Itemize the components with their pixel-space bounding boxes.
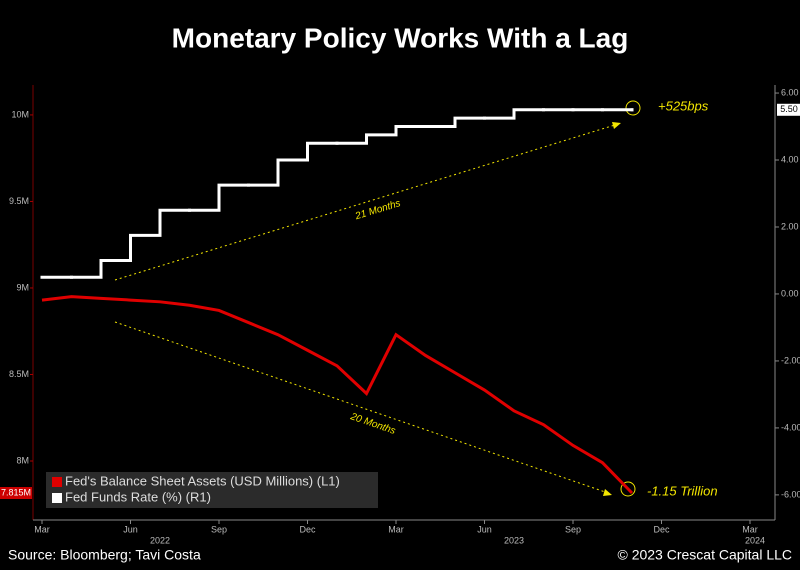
x-tick-label: Dec bbox=[653, 524, 670, 534]
line bbox=[41, 295, 634, 495]
y-tick-label: 10M bbox=[11, 109, 29, 119]
y2-tick-label: -4.00 bbox=[781, 422, 800, 432]
annotation-arrow bbox=[114, 321, 609, 494]
x-tick-label: Sep bbox=[211, 524, 227, 534]
y-tick-label: 8M bbox=[16, 455, 29, 465]
highlight-circle bbox=[620, 481, 636, 497]
end-label: 5.50 bbox=[780, 104, 798, 114]
arrow-head bbox=[612, 122, 621, 129]
y2-tick-label: 2.00 bbox=[781, 221, 799, 231]
y2-tick-label: 6.00 bbox=[781, 87, 799, 97]
y-tick-label: 9M bbox=[16, 282, 29, 292]
end-label-box bbox=[777, 103, 800, 116]
x-tick-label: Sep bbox=[565, 524, 581, 534]
legend bbox=[46, 472, 378, 508]
source: Source: Bloomberg; Tavi Costa bbox=[8, 547, 201, 563]
y2-tick-label: -6.00 bbox=[781, 489, 800, 499]
x-tick-label: Mar bbox=[388, 524, 404, 534]
chart-title: Monetary Policy Works With a Lag bbox=[172, 22, 629, 53]
legend-swatch bbox=[52, 493, 62, 503]
end-label: 7.815M bbox=[1, 487, 31, 497]
x-tick-label: Jun bbox=[477, 524, 492, 534]
legend-label: Fed's Balance Sheet Assets (USD Millions… bbox=[65, 473, 340, 488]
annotation: +525bps bbox=[658, 98, 709, 113]
x-tick-label: Mar bbox=[742, 524, 758, 534]
x-tick-label: Jun bbox=[123, 524, 138, 534]
legend-label: Fed Funds Rate (%) (R1) bbox=[65, 489, 211, 504]
copyright: © 2023 Crescat Capital LLC bbox=[617, 547, 792, 563]
year-label: 2024 bbox=[745, 535, 765, 545]
highlight-circle bbox=[625, 100, 641, 116]
y2-tick-label: 0.00 bbox=[781, 288, 799, 298]
x-tick-label: Mar bbox=[34, 524, 50, 534]
y2-tick-label: 4.00 bbox=[781, 154, 799, 164]
annotation: -1.15 Trillion bbox=[647, 483, 718, 498]
end-label-box bbox=[0, 487, 32, 500]
y2-tick-label: -2.00 bbox=[781, 355, 800, 365]
year-label: 2023 bbox=[504, 535, 524, 545]
x-tick-label: Dec bbox=[299, 524, 316, 534]
arrow-head bbox=[603, 489, 612, 496]
year-label: 2022 bbox=[150, 535, 170, 545]
legend-swatch bbox=[52, 477, 62, 487]
y-tick-label: 9.5M bbox=[9, 196, 29, 206]
y-tick-label: 8.5M bbox=[9, 369, 29, 379]
